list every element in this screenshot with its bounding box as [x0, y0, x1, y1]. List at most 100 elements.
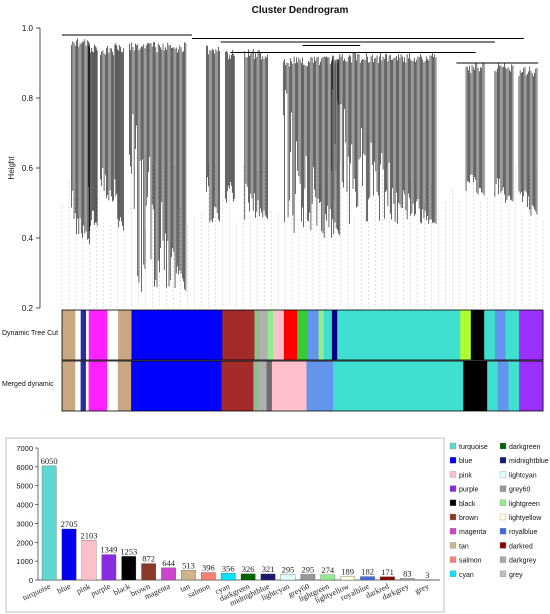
bar-value-label: 644	[162, 558, 176, 568]
track-segment	[505, 310, 520, 360]
bar-chart-y-tick-label: 1000	[16, 557, 33, 566]
bar-category-label: purple	[89, 581, 112, 598]
track-segment	[118, 310, 132, 360]
track-segment	[88, 361, 108, 411]
bar-salmon	[201, 572, 216, 581]
track-segment	[85, 361, 89, 411]
legend-swatch	[499, 570, 507, 577]
bar-tan	[181, 570, 196, 581]
bar-value-label: 182	[361, 567, 374, 577]
track-segment	[283, 310, 298, 360]
track-segment	[487, 361, 499, 411]
legend-label: lightgreen	[509, 501, 540, 508]
legend-label: darkgrey	[509, 558, 537, 565]
legend-label: cyan	[459, 572, 474, 579]
legend-swatch	[449, 485, 457, 492]
bar-grey60	[300, 574, 316, 581]
bar-value-label: 872	[142, 554, 155, 564]
bar-value-label: 321	[262, 564, 275, 574]
bar-brown	[141, 563, 156, 581]
bar-value-label: 171	[381, 567, 394, 577]
bar-value-label: 295	[282, 564, 295, 574]
dendrogram-y-tick-label: 1.0	[22, 24, 34, 33]
bar-value-label: 295	[301, 564, 314, 574]
track-label: Dynamic Tree Cut	[2, 330, 58, 337]
bar-value-label: 189	[341, 566, 354, 576]
bar-chart-y-tick-label: 3000	[16, 519, 33, 528]
track-segment	[253, 361, 260, 411]
legend-swatch	[499, 528, 507, 535]
bar-darkgrey	[400, 578, 415, 581]
track-segment	[80, 310, 87, 360]
bar-lightyellow	[340, 576, 355, 581]
track-segment	[107, 310, 119, 360]
track-segment	[221, 361, 254, 411]
bar-cyan	[220, 573, 236, 581]
legend-swatch	[449, 499, 457, 506]
legend-swatch	[499, 499, 507, 506]
track-segment	[306, 361, 334, 411]
track-segment	[86, 310, 90, 360]
dendrogram-title: Cluster Dendrogram	[252, 5, 349, 16]
track-segment	[484, 310, 496, 360]
legend-swatch	[449, 471, 457, 478]
bar-chart-y-tick-label: 4000	[16, 501, 33, 510]
track-segment	[117, 361, 132, 411]
bar-lightgreen	[320, 574, 336, 581]
track-segment	[80, 361, 87, 411]
track-segment	[266, 361, 273, 411]
track-segment	[323, 310, 333, 360]
track-segment	[337, 310, 461, 360]
bar-category-label: salmon	[186, 582, 211, 600]
bar-value-label: 3	[425, 570, 429, 580]
bar-chart-frame	[5, 437, 445, 613]
bar-category-label: grey	[413, 582, 430, 596]
bar-chart-y-tick-label: 5000	[16, 482, 33, 491]
track-segment	[307, 310, 319, 360]
legend-swatch	[499, 485, 507, 492]
track-segment	[463, 361, 488, 411]
track-segment	[318, 310, 325, 360]
legend-swatch	[449, 457, 457, 464]
track-segment	[107, 361, 119, 411]
legend-swatch	[499, 457, 507, 464]
bar-chart-y-tick-label: 7000	[16, 444, 33, 453]
bar-value-label: 513	[182, 560, 195, 570]
bar-midnightblue	[260, 573, 276, 581]
bar-blue	[61, 528, 77, 581]
dendrogram-y-axis: 0.2 0.4 0.6 0.8 1.0	[22, 24, 41, 313]
legend-label: magenta	[459, 529, 486, 536]
legend-swatch	[499, 471, 507, 478]
dendrogram-y-tick-label: 0.6	[22, 164, 34, 173]
track-segment	[271, 361, 307, 411]
bar-pink	[81, 540, 97, 581]
bar-value-label: 6050	[41, 456, 58, 466]
bar-lightcyan	[280, 574, 296, 581]
bar-value-label: 274	[321, 565, 335, 575]
bar-category-label: turquoise	[21, 581, 52, 602]
track-segment	[508, 361, 520, 411]
bar-value-label: 83	[403, 568, 412, 578]
dendrogram-tree	[61, 34, 544, 308]
bar-purple	[101, 554, 117, 581]
legend-label: royalblue	[509, 529, 538, 536]
legend-label: tan	[459, 543, 469, 550]
legend-swatch	[449, 528, 457, 535]
bar-category-label: pink	[75, 582, 92, 596]
legend-label: darkred	[509, 543, 533, 550]
track-segment	[297, 310, 309, 360]
track-segment	[62, 310, 76, 360]
legend-swatch	[449, 542, 457, 549]
track-segment	[75, 310, 82, 360]
track-segment	[497, 361, 509, 411]
track-segment	[494, 310, 506, 360]
bar-value-label: 2705	[61, 519, 78, 529]
track-segment	[331, 310, 338, 360]
track-label: Merged dynamic	[2, 381, 54, 388]
track-segment	[75, 361, 82, 411]
track-segment	[254, 310, 261, 360]
track-segment	[258, 361, 268, 411]
legend-label: darkgreen	[509, 444, 541, 451]
track-segment	[62, 361, 76, 411]
